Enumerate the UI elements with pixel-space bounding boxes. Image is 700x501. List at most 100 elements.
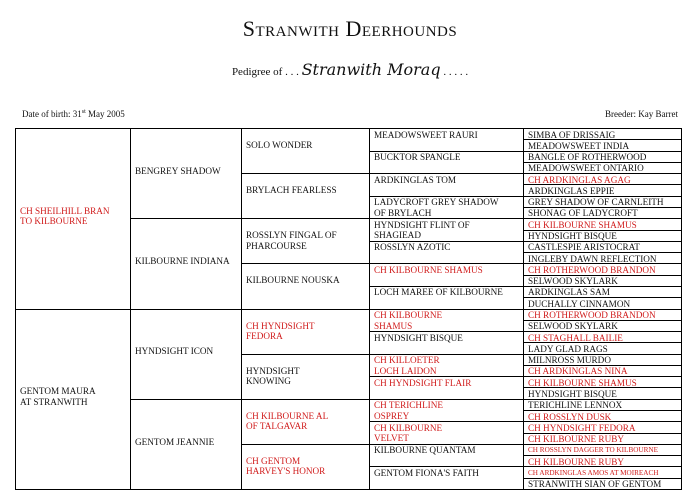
pedigree-gen5-cell: GREY SHADOW OF CARNLEITH: [528, 197, 664, 208]
pedigree-gen3-cell: BRYLACH FEARLESS: [246, 185, 337, 196]
pedigree-gen4-cell: GENTOM FIONA'S FAITH: [374, 467, 479, 478]
pedigree-gen3-cell: ROSSLYN FINGAL OF PHARCOURSE: [246, 230, 337, 251]
breeder-name: Kay Barret: [638, 109, 678, 119]
pedigree-name-line: AT STRANWITH: [20, 396, 88, 407]
pedigree-prefix: Pedigree of . . .: [231, 66, 299, 78]
pedigree-table: CH SHEILHILL BRAN TO KILBOURNE GENTOM MAUR…: [15, 128, 682, 490]
grid-line: [241, 443, 369, 445]
grid-line: [369, 240, 523, 242]
grid-line: [523, 285, 682, 287]
grid-line: [523, 432, 682, 434]
dob-rest: May 2005: [88, 109, 125, 119]
pedigree-gen5-cell: MEADOWSWEET INDIA: [528, 140, 630, 151]
pedigree-name-line: FEDORA: [246, 331, 283, 341]
pedigree-heading: Pedigree of . . . Stranwith Moraq . . . …: [0, 60, 700, 79]
pedigree-name-line: CH KILBOURNE: [374, 310, 443, 320]
pedigree-name-line: OF TALGAVAR: [246, 421, 308, 432]
pedigree-gen4-cell: CH KILBOURNE SHAMUS: [374, 264, 483, 275]
pedigree-gen5-cell: HYNDSIGHT BISQUE: [528, 388, 617, 399]
pedigree-gen5-cell: CH ARDKINGLAS AGAG: [528, 174, 631, 185]
pedigree-gen5-cell: CH KILBOURNE SHAMUS: [528, 377, 637, 388]
grid-line: [523, 308, 682, 310]
pedigree-name-line: CH SHEILHILL BRAN: [20, 205, 110, 216]
pedigree-gen4-cell: CH KILBOURNE VELVET: [374, 423, 442, 444]
pedigree-name-line: PHARCOURSE: [246, 240, 307, 251]
pedigree-gen3-cell: SOLO WONDER: [246, 140, 313, 150]
kennel-title: Stranwith Deerhounds: [242, 16, 458, 41]
dob-label: Date of birth:: [22, 109, 71, 119]
pedigree-gen5-cell: CH ROTHERWOOD BRANDON: [528, 310, 656, 320]
pedigree-gen3-cell: CH HYNDSIGHT FEDORA: [246, 321, 315, 342]
pedigree-gen5-cell: TERICHLINE LENNOX: [528, 400, 623, 411]
grid-line: [523, 455, 682, 457]
pedigree-name-line: SHAGIEAD: [374, 230, 421, 241]
pedigree-name-line: VELVET: [374, 433, 409, 444]
pedigree-gen4-cell: ROSSLYN AZOTIC: [374, 242, 451, 253]
grid-line: [130, 398, 241, 400]
pedigree-name-line: HYNDSIGHT: [246, 365, 300, 376]
pedigree-gen5-cell: CASTLESPIE ARISTOCRAT: [528, 242, 640, 253]
pedigree-gen4-cell: CH KILLOETER LOCH LAIDON: [374, 355, 440, 376]
pedigree-gen5-cell: ARDKINGLAS SAM: [528, 287, 610, 298]
pedigree-name-line: ROSSLYN FINGAL OF: [246, 230, 337, 241]
pedigree-gen4-cell: CH KILBOURNE SHAMUS: [374, 310, 442, 331]
grid-line: [523, 297, 682, 299]
grid-line: [523, 206, 682, 208]
grid-line: [523, 184, 682, 186]
pedigree-name-line: OSPREY: [374, 410, 410, 421]
grid-line: [369, 466, 523, 468]
grid-line: [130, 218, 241, 220]
grid-line: [130, 308, 241, 310]
pedigree-gen4-cell: KILBOURNE QUANTAM: [374, 445, 476, 456]
grid-line: [369, 195, 523, 197]
pedigree-gen4-cell: HYNDSIGHT FLINT OF SHAGIEAD: [374, 220, 470, 241]
grid-line: [523, 150, 682, 152]
grid-line: [523, 173, 682, 175]
grid-line: [369, 173, 523, 175]
grid-line: [15, 128, 682, 129]
grid-line: [15, 489, 682, 490]
pedigree-gen4-cell: CH HYNDSIGHT FLAIR: [374, 377, 472, 388]
pedigree-gen5-cell: CH ROTHERWOOD BRANDON: [528, 264, 656, 275]
pedigree-gen2-cell: GENTOM JEANNIE: [135, 436, 215, 447]
grid-line: [241, 218, 369, 220]
pedigree-gen5-cell: CH KILBOURNE SHAMUS: [528, 219, 637, 230]
pedigree-name-line: LOCH LAIDON: [374, 365, 437, 376]
grid-line: [369, 376, 523, 378]
pedigree-gen5-cell: SELWOOD SKYLARK: [528, 321, 618, 332]
pedigree-gen5-cell: CH HYNDSIGHT FEDORA: [528, 422, 636, 433]
pedigree-gen2-cell: KILBOURNE INDIANA: [135, 256, 230, 267]
pedigree-name-line: CH KILBOURNE AL: [246, 410, 329, 421]
pedigree-gen4-cell: HYNDSIGHT BISQUE: [374, 332, 463, 343]
grid-line: [523, 319, 682, 321]
grid-line: [523, 376, 682, 378]
grid-line: [369, 421, 523, 423]
pedigree-gen5-cell: SELWOOD SKYLARK: [528, 276, 618, 287]
grid-line: [369, 331, 523, 333]
pedigree-gen5-cell: STRANWITH SIAN OF GENTOM: [528, 479, 662, 490]
pedigree-name-line: SHAMUS: [374, 320, 413, 331]
grid-line: [523, 466, 682, 468]
pedigree-name-line: CH KILBOURNE: [374, 422, 443, 433]
grid-line: [523, 218, 682, 220]
pedigree-gen5-cell: INGLEBY DAWN REFLECTION: [528, 253, 657, 264]
pedigree-gen3-cell: CH GENTOM HARVEY'S HONOR: [246, 456, 325, 477]
pedigree-gen5-cell: DUCHALLY CINNAMON: [528, 298, 631, 309]
pedigree-gen4-cell: MEADOWSWEET RAURI: [374, 129, 478, 140]
grid-line: [523, 263, 682, 265]
pedigree-gen3-cell: CH KILBOURNE AL OF TALGAVAR: [246, 411, 328, 432]
grid-line: [523, 421, 682, 423]
grid-line: [369, 285, 523, 287]
pedigree-gen5-cell: CH KILBOURNE RUBY: [528, 434, 624, 445]
grid-line: [369, 353, 523, 355]
breeder-label: Breeder:: [605, 109, 637, 119]
grid-line: [369, 150, 523, 152]
grid-line: [241, 353, 369, 355]
pedigree-gen5-cell: CH ARDKINGLAS AMOS AT MOIREACH: [528, 468, 659, 477]
pedigree-name-line: HARVEY'S HONOR: [246, 466, 326, 477]
pedigree-gen5-cell: SHONAG OF LADYCROFT: [528, 208, 638, 219]
pedigree-name-line: CH TERICHLINE: [374, 400, 443, 411]
dog-name: Stranwith Moraq: [301, 60, 441, 79]
grid-line: [523, 229, 682, 231]
pedigree-name-line: CH KILLOETER: [374, 355, 440, 366]
